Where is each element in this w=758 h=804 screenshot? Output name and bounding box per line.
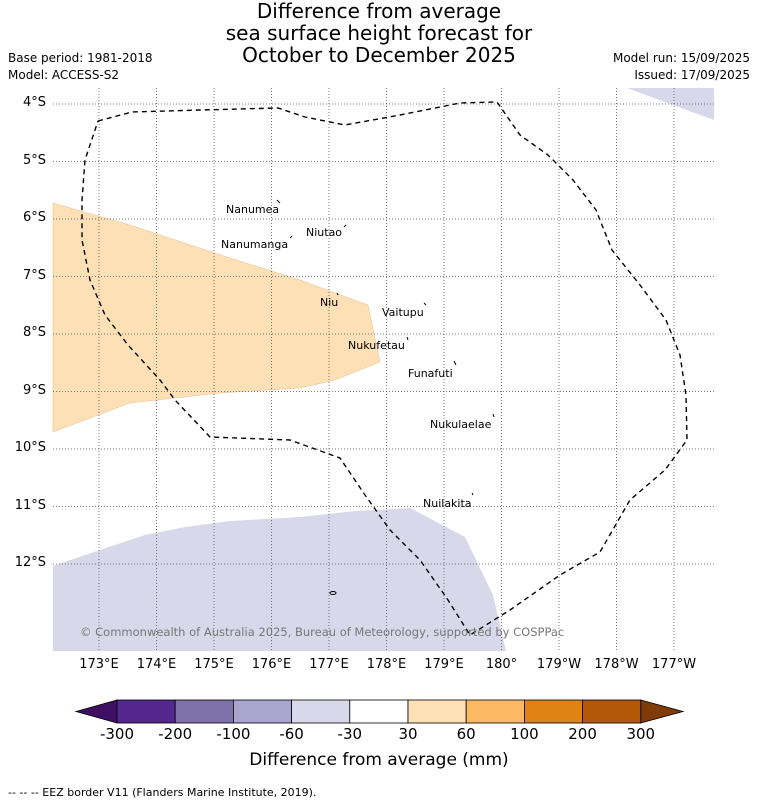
lat-label: 6°S [22, 210, 46, 225]
positive-anomaly-region [52, 202, 381, 433]
colorbar-tick-label: 300 [626, 725, 656, 743]
place-niu: Niu [320, 296, 339, 309]
lon-label: 178°E [366, 657, 407, 672]
colorbar-tick-label: -30 [337, 725, 363, 743]
colorbar-swatch [291, 699, 351, 724]
lon-label: 177°E [309, 657, 349, 672]
lon-label: 177°W [651, 657, 697, 672]
meta-right: Model run: 15/09/2025 Issued: 17/09/2025 [613, 50, 750, 84]
lat-label: 12°S [14, 555, 46, 570]
colorbar-tick-label: -60 [279, 725, 304, 743]
colorbar-tick-label: 30 [398, 725, 418, 743]
place-vaitupu: Vaitupu [382, 306, 424, 319]
negative-anomaly-region-south [53, 508, 506, 651]
issued-date: Issued: 17/09/2025 [634, 68, 750, 82]
place-funafuti: Funafuti [408, 367, 453, 380]
lat-label: 4°S [22, 95, 46, 110]
colorbar-swatch [349, 699, 409, 724]
title-line-2: sea surface height forecast for [225, 21, 533, 45]
lon-label: 173°E [79, 657, 119, 672]
colorbar-label: Difference from average (mm) [249, 750, 509, 770]
lat-label: 8°S [22, 325, 46, 340]
colorbar-tick-label: -300 [99, 725, 135, 743]
place-nanumanga: Nanumanga [221, 238, 289, 251]
meta-left: Base period: 1981-2018 Model: ACCESS-S2 [8, 50, 153, 84]
chart-title: Difference from average sea surface heig… [0, 0, 758, 66]
place-nuilakita: Nuilakita [423, 497, 472, 510]
colorbar-tick-label: 200 [568, 725, 597, 743]
place-niutao: Niutao [306, 226, 343, 239]
colorbar-swatch [232, 699, 292, 724]
colorbar-swatch [116, 699, 176, 724]
title-line-3: October to December 2025 [242, 43, 516, 67]
lat-label: 10°S [14, 440, 46, 455]
lon-label: 174°E [136, 657, 177, 672]
lon-label: 179°W [536, 657, 582, 672]
copyright-notice: © Commonwealth of Australia 2025, Bureau… [80, 625, 565, 639]
colorbar-swatch [465, 699, 525, 724]
negative-anomaly-region-northeast [627, 88, 714, 120]
lon-label: 178°W [594, 657, 639, 672]
colorbar-tick-label: 100 [510, 725, 539, 743]
eez-footnote: -- -- -- EEZ border V11 (Flanders Marine… [8, 786, 317, 799]
colorbar-extend-high [640, 699, 685, 724]
title-line-1: Difference from average [256, 0, 502, 23]
lat-label: 5°S [22, 152, 46, 168]
place-nukufetau: Nukufetau [348, 339, 405, 352]
colorbar-tick-label: 60 [456, 725, 476, 743]
model-run: Model run: 15/09/2025 [612, 51, 750, 65]
gridlines [53, 88, 714, 651]
lon-label: 179°E [424, 657, 464, 672]
lat-label: 7°S [22, 267, 46, 283]
base-period: Base period: 1981-2018 [8, 51, 153, 65]
model-name: Model: ACCESS-S2 [8, 68, 120, 82]
lat-label: 9°S [22, 382, 46, 398]
colorbar-swatch [407, 699, 467, 724]
colorbar-swatch [524, 699, 584, 724]
place-nanumea: Nanumea [226, 203, 280, 216]
colorbar-swatch [174, 699, 234, 724]
eez-border [81, 101, 688, 636]
colorbar-tick-label: -200 [158, 725, 193, 743]
lon-label: 175°E [194, 657, 234, 672]
colorbar-tick-label: -100 [216, 725, 251, 743]
colorbar-extend-low [74, 699, 118, 724]
colorbar-swatch [582, 699, 642, 724]
lon-label: 180° [485, 657, 518, 672]
place-nukulaelae: Nukulaelae [430, 418, 492, 431]
lon-label: 176°E [251, 657, 292, 672]
colorbar [74, 699, 685, 724]
island-markers [276, 199, 495, 595]
lat-label: 11°S [14, 497, 46, 513]
